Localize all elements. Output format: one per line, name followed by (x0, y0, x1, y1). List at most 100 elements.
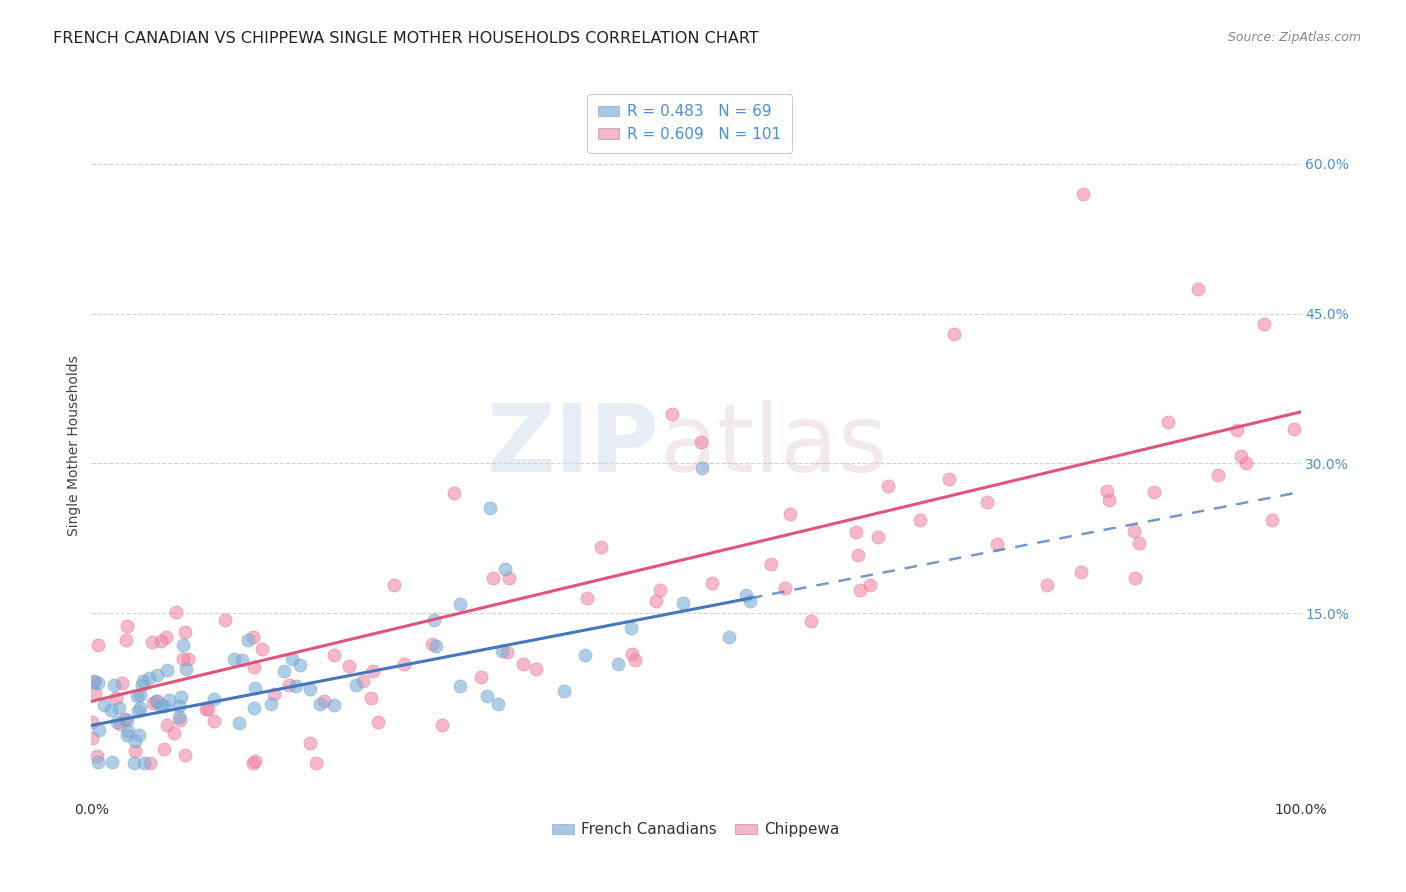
Point (1284, 422, 1306, 436)
Point (661, 407, 683, 421)
Point (298, 681, 321, 696)
Point (273, 664, 295, 678)
Point (361, 664, 384, 678)
Point (475, 690, 498, 704)
Point (717, 631, 740, 645)
Point (124, 734, 146, 748)
Point (105, 714, 128, 729)
Legend: French Canadians, Chippewa: French Canadians, Chippewa (546, 816, 846, 844)
Point (425, 640, 447, 654)
Point (105, 691, 128, 706)
Point (100, 703, 122, 717)
Point (157, 693, 180, 707)
Point (145, 694, 167, 708)
Point (82, 731, 104, 745)
Point (165, 605, 187, 619)
Point (866, 530, 889, 544)
Point (115, 633, 138, 648)
Point (491, 644, 513, 658)
Point (125, 690, 148, 704)
Point (305, 756, 328, 771)
Point (1261, 513, 1284, 527)
Point (93, 698, 115, 712)
Point (495, 645, 517, 659)
Point (245, 754, 267, 768)
Point (498, 571, 520, 585)
Point (156, 663, 179, 677)
Text: FRENCH CANADIAN VS CHIPPEWA SINGLE MOTHER HOUSEHOLDS CORRELATION CHART: FRENCH CANADIAN VS CHIPPEWA SINGLE MOTHE… (53, 31, 759, 46)
Point (169, 714, 191, 728)
Point (87, 755, 110, 769)
Point (263, 687, 285, 701)
Point (231, 653, 253, 667)
Point (574, 648, 596, 662)
Point (86, 748, 108, 763)
Point (1208, 468, 1230, 483)
Point (242, 756, 264, 771)
Point (449, 597, 471, 611)
Point (624, 653, 647, 667)
Point (877, 478, 900, 492)
Point (620, 622, 643, 636)
Point (938, 472, 960, 486)
Point (1234, 456, 1257, 470)
Point (131, 678, 153, 692)
Point (284, 679, 307, 693)
Point (117, 619, 139, 633)
Point (1187, 282, 1209, 296)
Point (382, 578, 405, 592)
Point (115, 728, 138, 742)
Point (308, 697, 330, 711)
Point (800, 614, 823, 628)
Point (173, 625, 195, 640)
Point (352, 674, 374, 689)
Point (1070, 565, 1092, 579)
Point (86, 638, 108, 652)
Point (108, 701, 131, 715)
Point (174, 662, 197, 676)
Point (645, 593, 668, 607)
Point (117, 714, 139, 728)
Point (87, 723, 110, 737)
Point (110, 716, 132, 731)
Point (1095, 483, 1118, 498)
Point (323, 648, 346, 662)
Point (312, 693, 335, 707)
Point (367, 714, 389, 729)
Point (690, 461, 713, 475)
Point (553, 683, 575, 698)
Point (214, 613, 236, 627)
Point (242, 630, 264, 644)
Point (174, 747, 197, 762)
Point (470, 670, 492, 684)
Point (114, 712, 136, 726)
Point (1123, 524, 1146, 538)
Point (606, 657, 628, 671)
Point (146, 693, 169, 707)
Point (82, 714, 104, 729)
Point (281, 652, 304, 666)
Point (1123, 571, 1146, 585)
Point (671, 596, 693, 610)
Point (621, 647, 644, 661)
Point (779, 507, 801, 521)
Point (976, 494, 998, 508)
Point (177, 652, 200, 666)
Y-axis label: Single Mother Households: Single Mother Households (67, 356, 82, 536)
Point (846, 548, 869, 562)
Point (132, 673, 155, 688)
Point (449, 679, 471, 693)
Point (139, 756, 162, 771)
Point (202, 691, 225, 706)
Point (101, 755, 124, 769)
Point (761, 558, 783, 572)
Point (575, 591, 598, 605)
Point (298, 735, 321, 749)
Point (142, 696, 165, 710)
Point (524, 661, 547, 675)
Point (243, 701, 266, 715)
Point (422, 613, 444, 627)
Point (512, 657, 534, 671)
Point (738, 593, 761, 607)
Point (243, 681, 266, 696)
